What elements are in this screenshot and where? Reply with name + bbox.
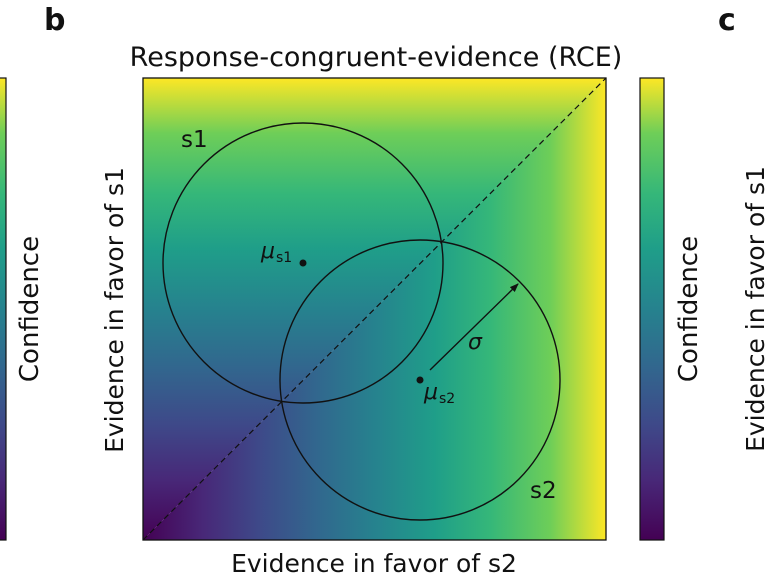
mu-s2-point	[416, 376, 424, 384]
mu-s2-symbol: μ	[423, 380, 438, 405]
mu-s1-symbol: μ	[260, 239, 275, 264]
mu-s1-subscript: s1	[276, 250, 292, 266]
panel-letter-b: b	[44, 3, 65, 38]
left-colorbar-frame	[0, 77, 7, 541]
s2-label: s2	[530, 478, 557, 504]
confidence-colorbar	[639, 77, 665, 541]
right-panel-y-axis-label: Evidence in favor of s1	[741, 166, 768, 452]
s1-label: s1	[181, 127, 208, 153]
plot-title: Response-congruent-evidence (RCE)	[130, 42, 623, 73]
diagonal-decision-boundary	[142, 77, 607, 541]
left-colorbar-gradient	[0, 78, 6, 540]
plot-frame	[142, 77, 607, 541]
y-axis-label: Evidence in favor of s1	[100, 167, 129, 453]
mu-s1-point	[299, 259, 307, 267]
colorbar-gradient	[640, 78, 664, 540]
sigma-arrow	[429, 283, 519, 371]
sigma-label: σ	[468, 330, 483, 355]
colorbar-frame	[639, 77, 665, 541]
s1-distribution-circle	[162, 122, 444, 404]
panel-letter-c: c	[718, 3, 736, 38]
mu-s2-subscript: s2	[439, 391, 455, 407]
left-colorbar-label: Confidence	[15, 236, 45, 382]
left-colorbar-partial	[0, 77, 7, 541]
x-axis-label: Evidence in favor of s2	[231, 549, 517, 576]
s2-distribution-circle	[279, 239, 561, 521]
colorbar-label: Confidence	[674, 236, 704, 382]
